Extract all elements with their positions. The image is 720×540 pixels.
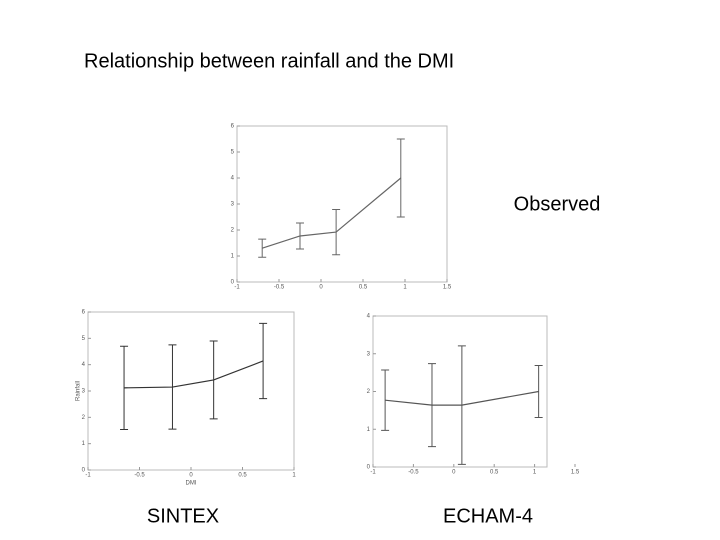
panel-label: ECHAM-4 [443, 505, 533, 527]
error-bar [120, 345, 129, 430]
x-tick-label: 1 [403, 285, 407, 291]
x-tick-label: 1.5 [443, 285, 452, 291]
error-bar [168, 344, 177, 430]
error-bar [258, 238, 267, 258]
x-tick-label: 0 [319, 285, 323, 291]
data-line [262, 177, 402, 249]
error-bar [209, 340, 218, 420]
y-tick-label: 4 [231, 176, 235, 182]
error-bar [332, 208, 341, 256]
x-tick-label: -0.5 [408, 470, 419, 476]
plot-frame [236, 125, 448, 283]
x-tick-label: 1.5 [571, 470, 580, 476]
error-bar [534, 364, 543, 419]
x-tick-label: 1 [292, 473, 296, 479]
slide-title: Relationship between rainfall and the DM… [84, 50, 454, 72]
error-bar [259, 322, 268, 400]
y-tick-label: 2 [367, 389, 371, 395]
error-bar [427, 363, 436, 448]
error-bar [396, 138, 405, 218]
y-tick-label: 5 [231, 150, 235, 156]
data-line [124, 360, 264, 389]
x-tick-label: -0.5 [274, 285, 285, 291]
x-tick-label: 0.5 [490, 470, 499, 476]
y-tick-label: 0 [231, 280, 235, 286]
y-tick-label: 6 [231, 124, 235, 130]
panel-label: SINTEX [147, 505, 219, 527]
x-tick-label: 1 [533, 470, 537, 476]
y-tick-label: 1 [367, 427, 371, 433]
x-tick-label: -1 [234, 285, 240, 291]
y-tick-label: 4 [367, 314, 371, 320]
x-tick-label: 0.5 [238, 473, 247, 479]
x-tick-label: -1 [370, 470, 376, 476]
y-tick-label: 3 [231, 202, 235, 208]
y-tick-label: 4 [82, 362, 86, 368]
y-tick-label: 1 [231, 254, 235, 260]
y-tick-label: 2 [231, 228, 235, 234]
x-tick-label: -1 [85, 473, 91, 479]
y-tick-label: 3 [82, 389, 86, 395]
y-axis-label: Rainfall [76, 381, 82, 401]
y-tick-label: 5 [82, 336, 86, 342]
y-tick-label: 0 [367, 465, 371, 471]
panel-label: Observed [514, 193, 601, 215]
x-tick-label: -0.5 [134, 473, 145, 479]
y-tick-label: 2 [82, 415, 86, 421]
y-tick-label: 3 [367, 351, 371, 357]
error-bar [296, 222, 304, 250]
y-tick-label: 6 [82, 310, 86, 316]
x-axis-label: DMI [186, 481, 197, 487]
x-tick-label: 0 [452, 470, 456, 476]
y-tick-label: 0 [82, 468, 86, 474]
x-tick-label: 0 [189, 473, 193, 479]
y-tick-label: 1 [82, 441, 86, 447]
x-tick-label: 0.5 [359, 285, 368, 291]
error-bar [381, 369, 390, 431]
error-bar [457, 345, 466, 465]
plot-frame [372, 315, 548, 468]
data-line [385, 390, 539, 406]
